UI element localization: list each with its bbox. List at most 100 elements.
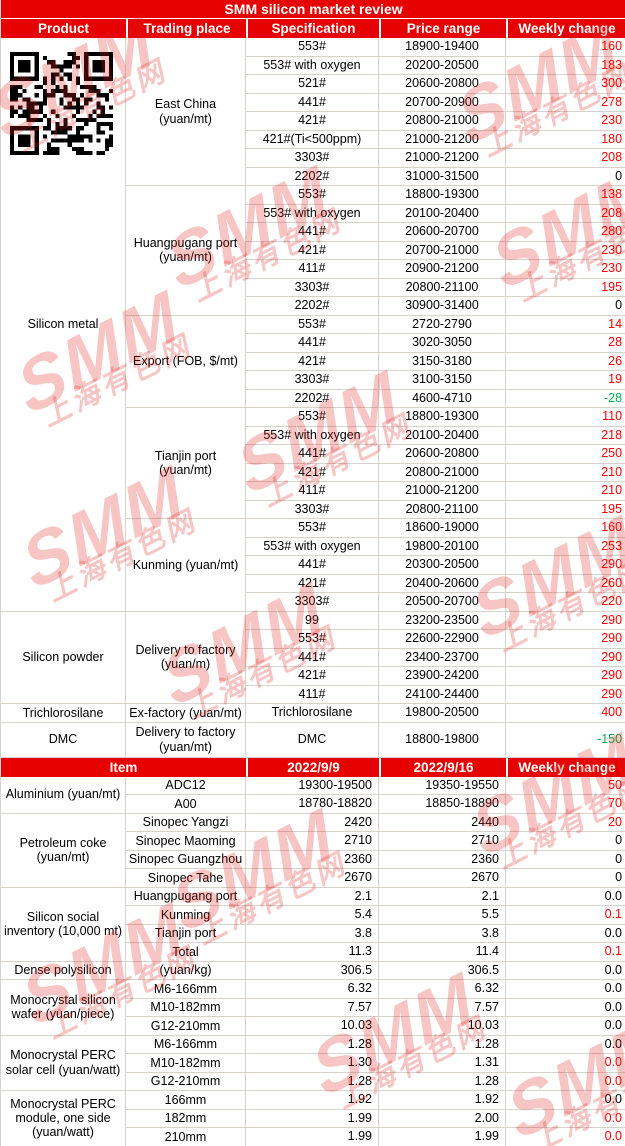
weekly-change-cell: 230 xyxy=(506,112,625,131)
product-cell: Silicon metal xyxy=(1,38,126,612)
value-date2-cell: 1.28 xyxy=(379,1072,507,1091)
table-row: G12-210mm 10.03 10.03 0.0 xyxy=(1,1017,625,1036)
value-date2-cell: 18850-18890 xyxy=(379,795,507,814)
item-sub-cell: A00 xyxy=(126,795,247,814)
table-row: 421#(Ti<500ppm) 21000-21200 180 xyxy=(1,130,625,149)
specification-cell: 441# xyxy=(246,648,379,667)
price-range-cell: 20100-20400 xyxy=(379,426,506,445)
price-range-cell: 18800-19300 xyxy=(379,408,506,427)
item-group-cell: Monocrystal PERC solar cell (yuan/watt) xyxy=(1,1035,126,1091)
column-header-row-2: Item 2022/9/9 2022/9/16 Weekly change xyxy=(1,757,625,777)
table-row: Aluminium (yuan/mt) ADC12 19300-19500 19350… xyxy=(1,776,625,814)
weekly-change-cell: 0.1 xyxy=(506,943,625,962)
weekly-change-cell: 0.0 xyxy=(506,888,625,906)
price-range-cell: 18800-19800 xyxy=(379,722,506,758)
value-date1-cell: 5.4 xyxy=(246,906,380,925)
weekly-change-cell: 110 xyxy=(506,408,625,427)
value-date2-cell: 19350-19550 xyxy=(379,776,507,795)
value-date2-cell: 306.5 xyxy=(379,961,507,980)
table-row: 3303# 3100-3150 19 xyxy=(1,371,625,390)
price-range-cell: 30900-31400 xyxy=(379,297,506,316)
table-row: Sinopec Tahe 2670 2670 0 xyxy=(1,869,625,888)
product-cell: Silicon powder xyxy=(1,611,126,704)
weekly-change-cell: 183 xyxy=(506,57,625,75)
specification-cell: 421#(Ti<500ppm) xyxy=(246,130,379,149)
value-date2-cell: 1.31 xyxy=(379,1054,507,1073)
table-title: SMM silicon market review xyxy=(1,0,625,19)
price-range-cell: 19800-20500 xyxy=(379,704,506,723)
weekly-change-cell: 26 xyxy=(506,353,625,371)
weekly-change-cell: 195 xyxy=(506,501,625,519)
qr-code-image xyxy=(10,52,113,155)
specification-cell: Trichlorosilane xyxy=(246,704,379,723)
value-date1-cell: 1.99 xyxy=(246,1109,380,1128)
specification-cell: 421# xyxy=(246,241,379,260)
weekly-change-cell: 180 xyxy=(506,131,625,149)
weekly-change-cell: 290 xyxy=(506,686,625,704)
table-row: 421# 20700-21000 230 xyxy=(1,241,625,260)
value-date1-cell: 2360 xyxy=(246,850,380,869)
specification-cell: 411# xyxy=(246,482,379,501)
weekly-change-cell: 218 xyxy=(506,427,625,445)
value-date1-cell: 11.3 xyxy=(246,943,380,962)
specification-cell: 411# xyxy=(246,260,379,279)
specification-cell: 421# xyxy=(246,667,379,686)
table-row: 3303# 20500-20700 220 xyxy=(1,593,625,612)
weekly-change-cell: 208 xyxy=(506,149,625,168)
price-range-cell: 20700-20900 xyxy=(379,93,506,112)
item-sub-cell: (yuan/kg) xyxy=(126,961,247,980)
item-sub-cell: Sinopec Maoming xyxy=(126,832,247,851)
value-date2-cell: 10.03 xyxy=(379,1017,507,1036)
trading-place-cell: Huangpugang port (yuan/mt) xyxy=(126,186,246,316)
weekly-change-cell: 19 xyxy=(506,371,625,390)
item-sub-cell: 182mm xyxy=(126,1109,247,1128)
weekly-change-cell: 0 xyxy=(506,869,625,888)
price-range-cell: 19800-20100 xyxy=(379,537,506,556)
weekly-change-cell: 160 xyxy=(506,38,625,57)
product-label: Silicon powder xyxy=(22,650,104,665)
specification-cell: 3303# xyxy=(246,278,379,297)
value-date1-cell: 19300-19500 xyxy=(246,776,380,795)
price-range-cell: 20500-20700 xyxy=(379,593,506,612)
table-row: 553# with oxygen 20200-20500 183 xyxy=(1,56,625,75)
item-sub-cell: 166mm xyxy=(126,1091,247,1110)
col-header-weekly-change-2: Weekly change xyxy=(506,757,625,777)
weekly-change-cell: 400 xyxy=(506,704,625,723)
col-header-specification: Specification xyxy=(246,19,379,38)
specification-cell: 553# xyxy=(246,630,379,649)
col-header-product: Product xyxy=(1,19,126,38)
trading-place-cell: Export (FOB, $/mt) xyxy=(126,315,246,408)
price-range-cell: 20600-20800 xyxy=(379,445,506,464)
item-group-cell: Silicon social inventory (10,000 mt) xyxy=(1,887,126,962)
table-row: 441# 20600-20700 280 xyxy=(1,223,625,242)
specification-cell: 2202# xyxy=(246,389,379,408)
specification-cell: 421# xyxy=(246,574,379,593)
table-row: 182mm 1.99 2.00 0.0 xyxy=(1,1109,625,1128)
product-label: Trichlorosilane xyxy=(22,705,104,720)
price-range-cell: 21000-21200 xyxy=(379,482,506,501)
value-date2-cell: 5.5 xyxy=(379,906,507,925)
table-row: 421# 23900-24200 290 xyxy=(1,667,625,686)
value-date1-cell: 1.92 xyxy=(246,1091,380,1110)
silicon-market-table: SMM silicon market review Product Tradin… xyxy=(0,0,625,758)
weekly-change-cell: 0.0 xyxy=(506,1017,625,1036)
value-date1-cell: 1.99 xyxy=(246,1128,380,1146)
specification-cell: 553# with oxygen xyxy=(246,204,379,223)
item-sub-cell: Huangpugang port xyxy=(126,887,247,906)
price-range-cell: 3150-3180 xyxy=(379,352,506,371)
table-row: M10-182mm 1.30 1.31 0.0 xyxy=(1,1054,625,1073)
trading-place-cell: Delivery to factory (yuan/m) xyxy=(126,611,246,704)
item-group-cell: Dense polysilicon xyxy=(1,961,126,980)
trading-place-cell: East China (yuan/mt) xyxy=(126,38,246,186)
table-row: 553# with oxygen 19800-20100 253 xyxy=(1,537,625,556)
weekly-change-cell: 220 xyxy=(506,593,625,612)
table-row: 421# 3150-3180 26 xyxy=(1,352,625,371)
value-date1-cell: 10.03 xyxy=(246,1017,380,1036)
value-date1-cell: 6.32 xyxy=(246,980,380,999)
weekly-change-cell: 253 xyxy=(506,538,625,556)
trading-place-cell: Delivery to factory (yuan/mt) xyxy=(126,722,246,758)
weekly-change-cell: 230 xyxy=(506,242,625,260)
product-label: Silicon metal xyxy=(27,317,99,332)
product-label: DMC xyxy=(48,732,78,747)
item-sub-cell: Sinopec Tahe xyxy=(126,869,247,888)
